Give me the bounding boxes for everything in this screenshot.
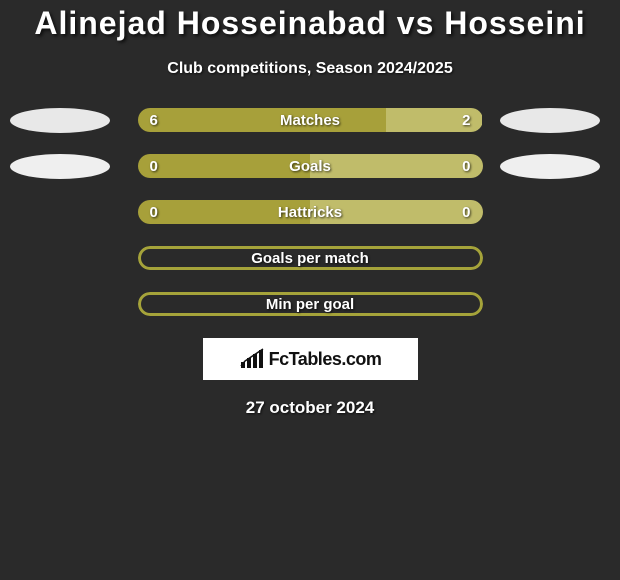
value-right: 0 bbox=[462, 204, 470, 221]
stat-label: Hattricks bbox=[278, 204, 342, 221]
value-left: 0 bbox=[150, 204, 158, 221]
stat-bar: 0 0 Hattricks bbox=[138, 200, 483, 224]
chart-icon bbox=[239, 348, 265, 370]
player2-marker bbox=[500, 108, 600, 133]
stat-row: 0 0 Goals bbox=[0, 154, 620, 178]
brand-badge: FcTables.com bbox=[203, 338, 418, 380]
stat-row: Min per goal bbox=[0, 292, 620, 316]
bar-segment-right bbox=[310, 154, 483, 178]
stat-bar: 0 0 Goals bbox=[138, 154, 483, 178]
subtitle: Club competitions, Season 2024/2025 bbox=[0, 60, 620, 78]
stat-label: Goals bbox=[289, 158, 331, 175]
bar-segment-left bbox=[138, 154, 311, 178]
value-left: 0 bbox=[150, 158, 158, 175]
stat-bar: Min per goal bbox=[138, 292, 483, 316]
stats-container: 6 2 Matches 0 0 Goals 0 0 Hattricks Goals per mat… bbox=[0, 108, 620, 316]
stat-bar: Goals per match bbox=[138, 246, 483, 270]
player2-marker bbox=[500, 154, 600, 179]
player1-marker bbox=[10, 108, 110, 133]
stat-row: Goals per match bbox=[0, 246, 620, 270]
date-text: 27 october 2024 bbox=[0, 398, 620, 418]
stat-row: 0 0 Hattricks bbox=[0, 200, 620, 224]
value-left: 6 bbox=[150, 112, 158, 129]
value-right: 2 bbox=[462, 112, 470, 129]
stat-label: Goals per match bbox=[251, 250, 369, 267]
player1-marker bbox=[10, 154, 110, 179]
stat-bar: 6 2 Matches bbox=[138, 108, 483, 132]
bar-segment-left bbox=[138, 108, 386, 132]
value-right: 0 bbox=[462, 158, 470, 175]
stat-label: Min per goal bbox=[266, 296, 354, 313]
brand-text: FcTables.com bbox=[269, 349, 382, 370]
stat-row: 6 2 Matches bbox=[0, 108, 620, 132]
page-title: Alinejad Hosseinabad vs Hosseini bbox=[0, 5, 620, 42]
stat-label: Matches bbox=[280, 112, 340, 129]
